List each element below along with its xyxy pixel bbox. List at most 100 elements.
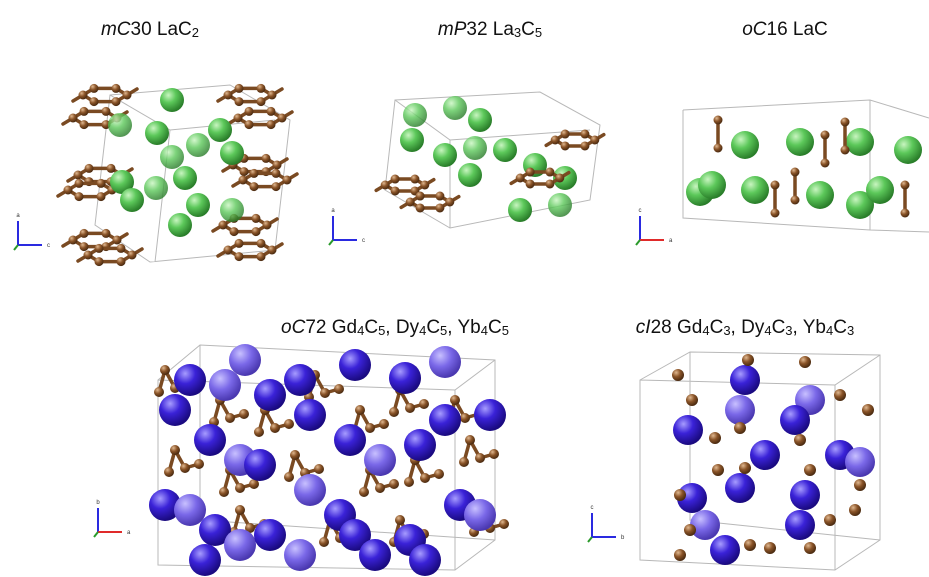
atom: [725, 395, 755, 425]
atom: [420, 181, 429, 190]
atom: [545, 168, 554, 177]
atom: [69, 114, 78, 123]
atom: [90, 84, 99, 93]
atom: [866, 176, 894, 204]
atom: [464, 499, 496, 531]
atom: [144, 176, 168, 200]
atom: [443, 96, 467, 120]
atom: [458, 163, 482, 187]
title-part: , Dy: [385, 317, 419, 338]
atom: [375, 483, 385, 493]
title-part: , Yb: [793, 317, 826, 338]
atom: [229, 344, 261, 376]
atom: [290, 450, 300, 460]
atom: [468, 108, 492, 132]
axis-depth: [636, 240, 640, 245]
atom: [194, 459, 204, 469]
atom: [113, 236, 122, 245]
atom: [173, 166, 197, 190]
atom: [674, 549, 686, 561]
atom: [220, 198, 244, 222]
atom: [744, 539, 756, 551]
atom: [284, 539, 316, 571]
atom: [359, 539, 391, 571]
axis-label: c: [639, 208, 642, 214]
title-part: 28 Gd: [651, 317, 703, 338]
atom: [365, 423, 375, 433]
title-part: 4: [702, 323, 709, 338]
title-part: 32 La: [466, 19, 514, 40]
atom: [219, 487, 229, 497]
atom: [234, 114, 243, 123]
atom: [410, 175, 419, 184]
atom: [239, 409, 249, 419]
atom: [739, 462, 751, 474]
atom: [74, 171, 83, 180]
atom: [389, 362, 421, 394]
axis-label: a: [16, 213, 20, 219]
atom: [731, 131, 759, 159]
atom: [186, 133, 210, 157]
atom: [429, 346, 461, 378]
atom: [791, 196, 800, 205]
atom: [84, 251, 93, 260]
title-part: C: [833, 317, 847, 338]
atom: [120, 188, 144, 212]
atom: [95, 257, 104, 266]
atom: [294, 474, 326, 506]
atom: [794, 434, 806, 446]
title-part: oC: [742, 19, 767, 40]
atom: [90, 97, 99, 106]
atom: [334, 424, 366, 456]
panel-title: cI28 Gd4C3, Dy4C3, Yb4C3: [636, 317, 854, 338]
atom: [257, 252, 266, 261]
atom: [475, 453, 485, 463]
atom: [712, 464, 724, 476]
atom: [555, 174, 564, 183]
title-part: 5: [440, 323, 447, 338]
atom: [404, 429, 436, 461]
atom: [698, 171, 726, 199]
atom: [771, 209, 780, 218]
atom: [220, 141, 244, 165]
figure: mC30 LaC2acmP32 La3C5acoC16 LaCcaoC72 Gd…: [0, 0, 929, 577]
atom: [262, 154, 271, 163]
atom: [180, 463, 190, 473]
atom: [714, 144, 723, 153]
atom: [250, 182, 259, 191]
title-part: C: [364, 317, 378, 338]
atom: [219, 221, 228, 230]
atom: [252, 214, 261, 223]
atom: [168, 213, 192, 237]
atom: [429, 404, 461, 436]
atom: [267, 107, 276, 116]
atom: [389, 479, 399, 489]
atom: [97, 179, 106, 188]
atom: [80, 229, 89, 238]
title-part: 4: [419, 323, 426, 338]
atom: [416, 203, 425, 212]
atom: [79, 91, 88, 100]
atom: [435, 203, 444, 212]
atom: [799, 356, 811, 368]
atom: [474, 399, 506, 431]
atom: [160, 365, 170, 375]
atom: [854, 479, 866, 491]
title-part: mC: [101, 19, 131, 40]
atom: [164, 467, 174, 477]
atom: [112, 97, 121, 106]
axis-depth: [14, 245, 18, 250]
atom: [245, 107, 254, 116]
atom: [824, 514, 836, 526]
atom: [224, 91, 233, 100]
atom: [804, 464, 816, 476]
axis-label: a: [127, 530, 131, 536]
atom: [730, 365, 760, 395]
atom: [862, 404, 874, 416]
title-part: C: [710, 317, 724, 338]
atom: [174, 494, 206, 526]
atom: [283, 176, 292, 185]
atom: [85, 164, 94, 173]
atom: [235, 252, 244, 261]
atom: [235, 483, 245, 493]
